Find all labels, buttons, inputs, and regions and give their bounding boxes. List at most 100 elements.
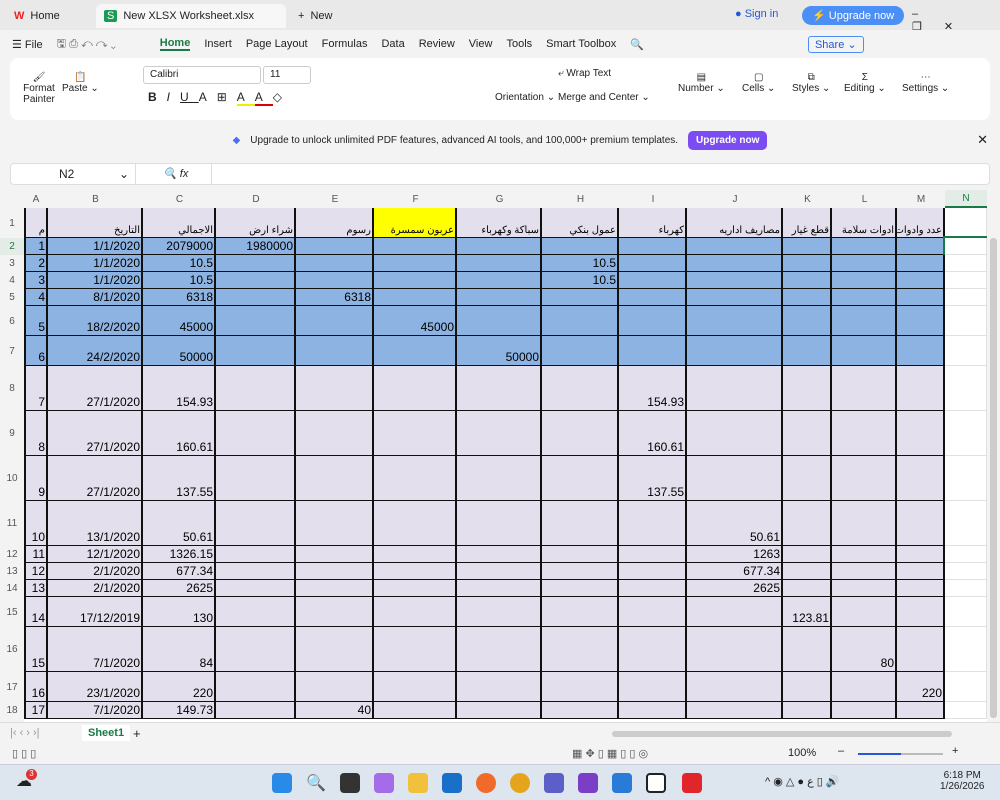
data-cell[interactable]: [542, 238, 619, 255]
data-cell[interactable]: [945, 366, 987, 411]
cells-button[interactable]: ▢ Cells ⌄: [742, 72, 776, 94]
data-cell[interactable]: [457, 702, 542, 719]
data-cell[interactable]: [296, 672, 374, 702]
data-cell[interactable]: [619, 672, 687, 702]
data-cell[interactable]: [832, 456, 897, 501]
row-header-14[interactable]: 14: [0, 580, 24, 597]
close-banner-icon[interactable]: ✕: [977, 132, 988, 147]
sheet-nav-arrows[interactable]: |‹ ‹ › ›|: [10, 727, 40, 739]
data-cell[interactable]: 1263: [687, 546, 783, 563]
data-cell[interactable]: 149.73: [143, 702, 216, 719]
data-cell[interactable]: [457, 563, 542, 580]
menu-formulas[interactable]: Formulas: [321, 38, 368, 50]
data-cell[interactable]: 137.55: [619, 456, 687, 501]
data-cell[interactable]: [832, 501, 897, 546]
data-cell[interactable]: 84: [143, 627, 216, 672]
data-cell[interactable]: [457, 238, 542, 255]
data-cell[interactable]: [897, 366, 945, 411]
settings-button[interactable]: ⋯ Settings ⌄: [902, 72, 950, 94]
data-cell[interactable]: [542, 627, 619, 672]
data-cell[interactable]: 8: [24, 411, 48, 456]
number-button[interactable]: ▤ Number ⌄: [678, 72, 725, 94]
data-cell[interactable]: [457, 597, 542, 627]
data-cell[interactable]: [897, 411, 945, 456]
header-cell[interactable]: مصاريف اداريه: [687, 208, 783, 238]
data-cell[interactable]: 154.93: [619, 366, 687, 411]
column-header-L[interactable]: L: [832, 190, 897, 208]
data-cell[interactable]: [945, 501, 987, 546]
data-cell[interactable]: [457, 366, 542, 411]
data-cell[interactable]: [216, 597, 296, 627]
menu-home[interactable]: Home: [159, 37, 191, 51]
data-cell[interactable]: [687, 456, 783, 501]
row-header-7[interactable]: 7: [0, 336, 24, 366]
data-cell[interactable]: 12/1/2020: [48, 546, 143, 563]
data-cell[interactable]: [216, 272, 296, 289]
zoom-slider[interactable]: [858, 753, 943, 755]
data-cell[interactable]: [897, 238, 945, 255]
data-cell[interactable]: [897, 336, 945, 366]
data-cell[interactable]: [457, 580, 542, 597]
data-cell[interactable]: [783, 627, 832, 672]
data-cell[interactable]: [542, 456, 619, 501]
data-cell[interactable]: [374, 563, 457, 580]
data-cell[interactable]: [783, 306, 832, 336]
data-cell[interactable]: 6318: [296, 289, 374, 306]
data-cell[interactable]: [783, 456, 832, 501]
header-cell[interactable]: كهرباء: [619, 208, 687, 238]
font-name-select[interactable]: Calibri: [143, 66, 261, 84]
data-cell[interactable]: 10: [24, 501, 48, 546]
data-cell[interactable]: 160.61: [143, 411, 216, 456]
data-cell[interactable]: 1980000: [216, 238, 296, 255]
data-cell[interactable]: [542, 672, 619, 702]
data-cell[interactable]: [296, 597, 374, 627]
column-header-J[interactable]: J: [687, 190, 783, 208]
data-cell[interactable]: [457, 289, 542, 306]
header-cell[interactable]: شراء ارض: [216, 208, 296, 238]
column-header-K[interactable]: K: [783, 190, 832, 208]
data-cell[interactable]: 10.5: [143, 272, 216, 289]
menu-view[interactable]: View: [468, 38, 493, 50]
data-cell[interactable]: [216, 366, 296, 411]
data-cell[interactable]: [619, 238, 687, 255]
data-cell[interactable]: [542, 597, 619, 627]
data-cell[interactable]: [832, 366, 897, 411]
data-cell[interactable]: [457, 627, 542, 672]
search-taskbar-icon[interactable]: 🔍: [306, 775, 326, 792]
header-cell[interactable]: [945, 208, 987, 238]
spreadsheet-grid[interactable]: A B C D E F G H I J K L M N 1 م التاريخ الاجمالي شراء ارض ر…: [0, 190, 987, 722]
add-sheet-button[interactable]: +: [133, 726, 141, 741]
data-cell[interactable]: [897, 289, 945, 306]
column-header-M[interactable]: M: [897, 190, 945, 208]
layout-icons[interactable]: ▦ ✥ ▯ ▦ ▯ ▯ ◎: [572, 748, 649, 760]
data-cell[interactable]: 677.34: [687, 563, 783, 580]
data-cell[interactable]: 6: [24, 336, 48, 366]
data-cell[interactable]: [542, 411, 619, 456]
header-cell[interactable]: التاريخ: [48, 208, 143, 238]
data-cell[interactable]: [945, 546, 987, 563]
data-cell[interactable]: [374, 366, 457, 411]
format-painter-button[interactable]: 🖌 Format Painter: [23, 72, 55, 105]
data-cell[interactable]: [945, 411, 987, 456]
data-cell[interactable]: 5: [24, 306, 48, 336]
data-cell[interactable]: 7/1/2020: [48, 627, 143, 672]
teams-icon[interactable]: [544, 773, 564, 793]
row-header-5[interactable]: 5: [0, 289, 24, 306]
data-cell[interactable]: 154.93: [143, 366, 216, 411]
column-header-D[interactable]: D: [216, 190, 296, 208]
task-view-icon[interactable]: [340, 773, 360, 793]
data-cell[interactable]: 137.55: [143, 456, 216, 501]
data-cell[interactable]: [374, 456, 457, 501]
file-menu[interactable]: ☰ File: [12, 38, 43, 51]
data-cell[interactable]: [296, 546, 374, 563]
data-cell[interactable]: [374, 255, 457, 272]
data-cell[interactable]: [832, 411, 897, 456]
row-header-15[interactable]: 15: [0, 597, 24, 627]
firefox-icon[interactable]: [476, 773, 496, 793]
data-cell[interactable]: [216, 546, 296, 563]
data-cell[interactable]: [945, 456, 987, 501]
data-cell[interactable]: [897, 272, 945, 289]
data-cell[interactable]: 10.5: [542, 255, 619, 272]
notion-icon[interactable]: [646, 773, 666, 793]
data-cell[interactable]: 2/1/2020: [48, 563, 143, 580]
